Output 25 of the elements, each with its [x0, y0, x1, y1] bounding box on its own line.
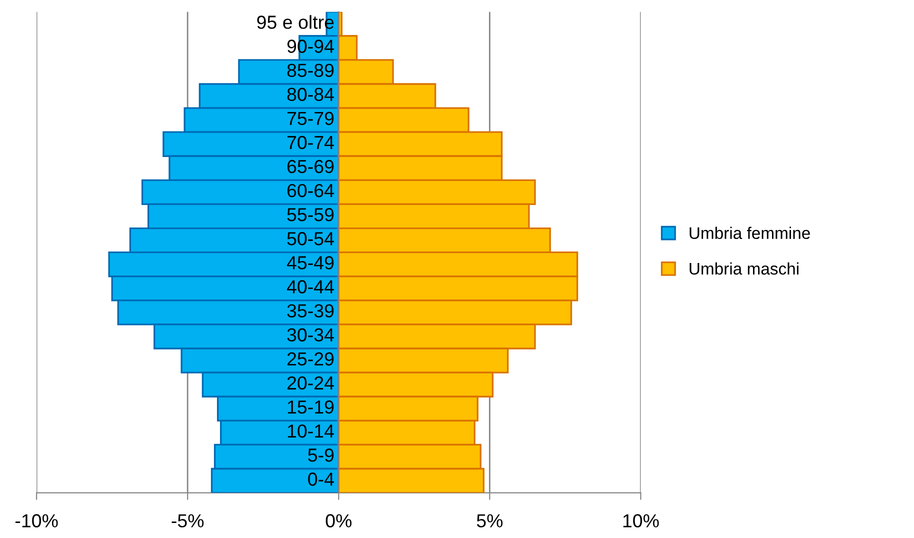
- y-tick-label: 5-9: [308, 448, 334, 462]
- y-tick-label: 50-54: [287, 232, 334, 246]
- x-tick-label: -10%: [16, 514, 58, 528]
- y-tick-label: 40-44: [286, 280, 334, 294]
- y-tick-label: 45-49: [286, 256, 334, 270]
- y-tick-label: 75-79: [287, 112, 334, 126]
- x-tick-label: 5%: [476, 514, 503, 528]
- y-tick-label: 65-69: [287, 160, 334, 174]
- x-tick-label: 0%: [326, 514, 352, 528]
- y-tick-label: 85-89: [287, 64, 334, 77]
- y-tick-label: 25-29: [287, 352, 334, 366]
- x-tick-label: -5%: [172, 514, 204, 528]
- legend-label: Umbria maschi: [690, 262, 798, 275]
- x-tick-label: 10%: [623, 514, 659, 528]
- y-tick-label: 35-39: [287, 304, 334, 318]
- y-tick-label: 10-14: [288, 424, 334, 438]
- y-tick-label: 30-34: [287, 328, 334, 342]
- y-tick-label: 80-84: [287, 88, 334, 102]
- y-tick-label: 15-19: [288, 400, 334, 414]
- y-tick-label: 60-64: [287, 184, 334, 198]
- y-tick-label: 70-74: [287, 136, 334, 150]
- y-tick-label: 55-59: [287, 208, 334, 222]
- y-tick-label: 0-4: [308, 472, 334, 486]
- legend-label: Umbria femmine: [690, 226, 810, 240]
- y-tick-label: 20-24: [287, 376, 334, 390]
